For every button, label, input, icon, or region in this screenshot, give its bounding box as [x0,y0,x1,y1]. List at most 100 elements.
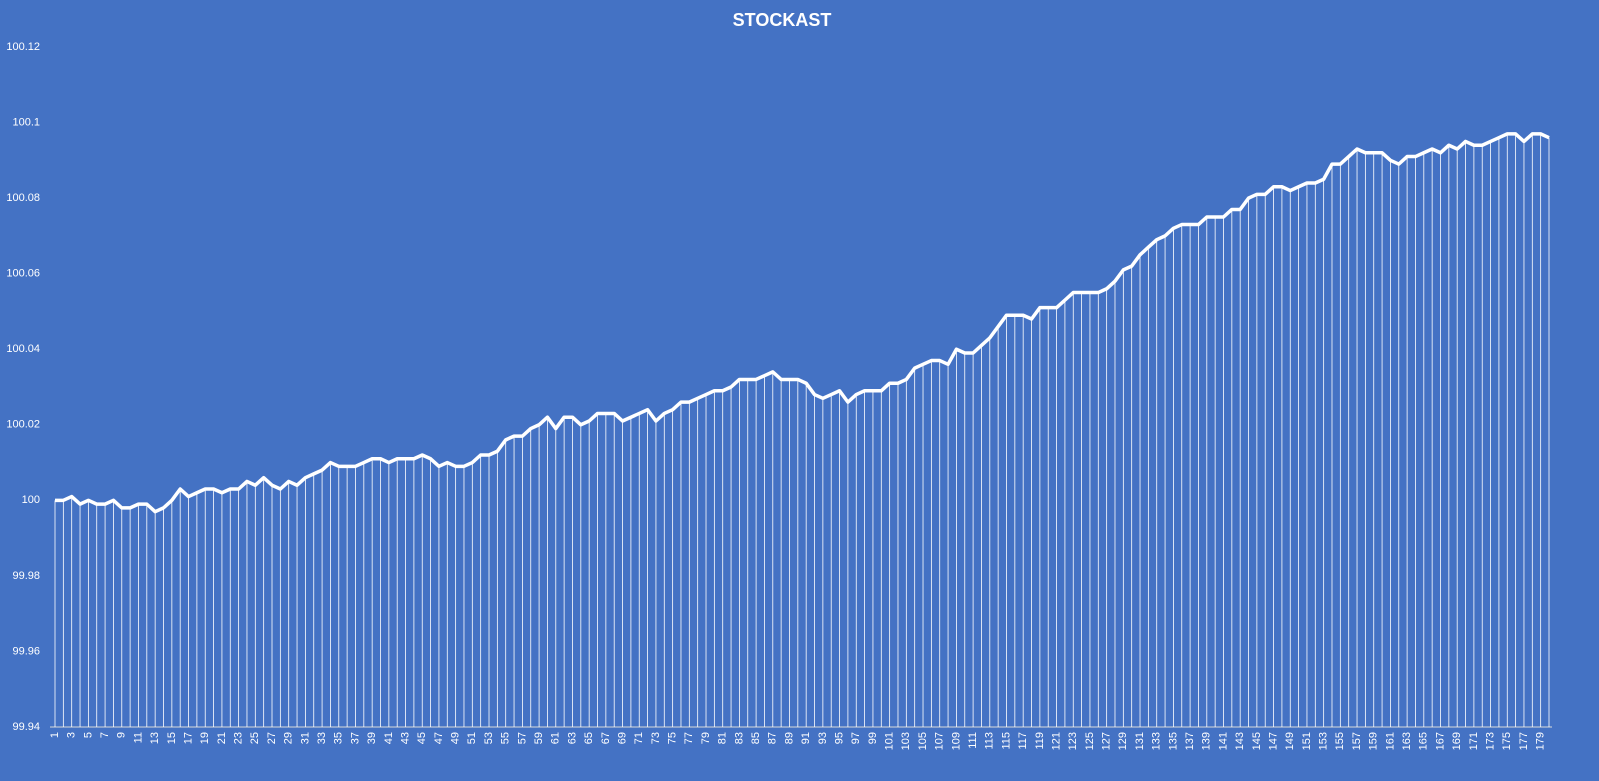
x-tick-label: 161 [1384,732,1396,750]
x-tick-label: 79 [700,732,712,744]
x-tick-label: 127 [1101,732,1113,750]
x-tick-label: 19 [199,732,211,744]
x-tick-label: 121 [1050,732,1062,750]
x-tick-label: 13 [149,732,161,744]
x-tick-label: 107 [934,732,946,750]
x-tick-label: 33 [316,732,328,744]
chart-title: STOCKAST [733,10,832,30]
x-tick-label: 81 [717,732,729,744]
x-tick-label: 69 [616,732,628,744]
x-tick-label: 101 [884,732,896,750]
x-tick-label: 111 [967,732,979,749]
x-tick-label: 59 [533,732,545,744]
x-tick-label: 55 [500,732,512,744]
x-tick-label: 151 [1301,732,1313,750]
x-tick-label: 171 [1468,732,1480,750]
x-tick-label: 29 [283,732,295,744]
x-tick-label: 109 [950,732,962,750]
x-tick-label: 63 [566,732,578,744]
x-tick-label: 169 [1451,732,1463,750]
x-tick-label: 77 [683,732,695,744]
y-tick-label: 99.94 [12,721,40,733]
x-tick-label: 67 [600,732,612,744]
y-tick-label: 99.98 [12,570,40,582]
x-tick-label: 153 [1318,732,1330,750]
x-tick-label: 131 [1134,732,1146,750]
x-tick-label: 39 [366,732,378,744]
x-tick-label: 115 [1000,732,1012,750]
x-tick-label: 173 [1484,732,1496,750]
x-tick-label: 97 [850,732,862,744]
x-tick-label: 41 [383,732,395,744]
x-tick-label: 119 [1034,732,1046,750]
x-tick-label: 95 [833,732,845,744]
x-tick-label: 23 [233,732,245,744]
x-tick-label: 1 [49,732,61,738]
data-line [55,132,1550,514]
x-tick-label: 25 [249,732,261,744]
x-tick-label: 3 [66,732,78,738]
x-tick-label: 53 [483,732,495,744]
x-tick-label: 105 [917,732,929,750]
x-tick-label: 43 [399,732,411,744]
x-tick-label: 85 [750,732,762,744]
x-tick-label: 15 [166,732,178,744]
x-tick-label: 145 [1251,732,1263,750]
x-tick-label: 157 [1351,732,1363,750]
x-tick-label: 133 [1151,732,1163,750]
x-tick-label: 37 [349,732,361,744]
x-tick-label: 27 [266,732,278,744]
x-tick-label: 7 [99,732,111,738]
x-tick-label: 93 [817,732,829,744]
x-tick-label: 129 [1117,732,1129,750]
y-tick-label: 100.06 [6,268,40,280]
x-tick-label: 103 [900,732,912,750]
x-tick-label: 31 [299,732,311,744]
x-tick-label: 61 [550,732,562,744]
x-tick-label: 5 [82,732,94,738]
x-tick-label: 9 [116,732,128,738]
x-tick-label: 45 [416,732,428,744]
x-tick-label: 113 [984,732,996,750]
y-tick-label: 100 [22,494,40,506]
x-tick-label: 177 [1518,732,1530,750]
x-tick-label: 89 [783,732,795,744]
x-tick-label: 147 [1267,732,1279,750]
x-tick-label: 175 [1501,732,1513,750]
x-tick-label: 99 [867,732,879,744]
x-tick-label: 165 [1418,732,1430,750]
x-tick-label: 65 [583,732,595,744]
x-tick-label: 143 [1234,732,1246,750]
x-tick-label: 117 [1017,732,1029,750]
y-tick-label: 100.02 [6,419,40,431]
x-tick-label: 49 [450,732,462,744]
x-tick-label: 159 [1368,732,1380,750]
x-tick-label: 137 [1184,732,1196,750]
x-tick-label: 179 [1535,732,1547,750]
x-tick-label: 149 [1284,732,1296,750]
x-tick-label: 11 [132,732,144,743]
x-tick-label: 87 [767,732,779,744]
x-tick-label: 71 [633,732,645,744]
x-tick-label: 123 [1067,732,1079,750]
x-tick-label: 75 [667,732,679,744]
y-tick-label: 100.1 [12,116,40,128]
x-tick-label: 163 [1401,732,1413,750]
x-tick-label: 21 [216,732,228,744]
y-tick-label: 100.12 [6,41,40,53]
x-tick-label: 17 [182,732,194,744]
x-tick-label: 51 [466,732,478,744]
y-tick-label: 100.08 [6,192,40,204]
x-tick-label: 167 [1434,732,1446,750]
x-tick-label: 139 [1201,732,1213,750]
x-tick-label: 35 [333,732,345,744]
y-tick-label: 100.04 [6,343,40,355]
x-tick-label: 73 [650,732,662,744]
x-tick-label: 141 [1217,732,1229,750]
x-tick-label: 83 [733,732,745,744]
x-tick-label: 155 [1334,732,1346,750]
x-tick-label: 91 [800,732,812,744]
y-tick-label: 99.96 [12,645,40,657]
